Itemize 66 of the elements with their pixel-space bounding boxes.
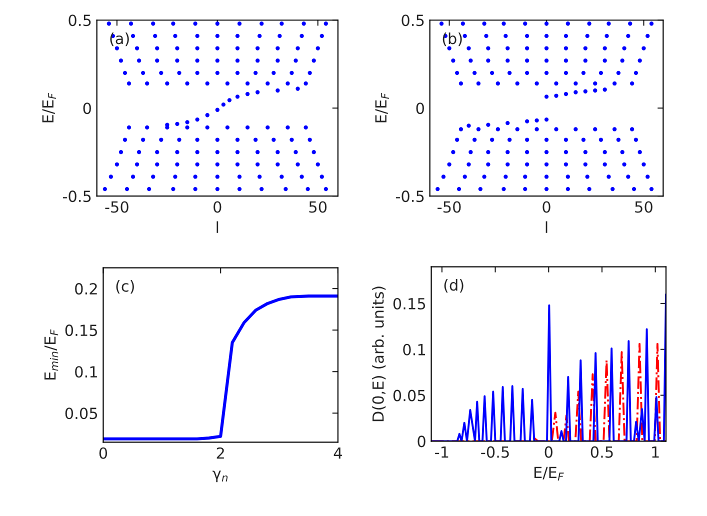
y-axis-title: E/E$_{F}$ bbox=[375, 92, 389, 122]
point bbox=[486, 122, 490, 127]
annotation: (c) bbox=[116, 280, 134, 294]
x-tick-label: 0 bbox=[214, 201, 222, 213]
line-series bbox=[103, 294, 338, 440]
y-tick-label: 0.15 bbox=[65, 324, 98, 336]
y-tick-label: 0.05 bbox=[393, 390, 426, 402]
point bbox=[602, 88, 607, 92]
point bbox=[245, 92, 250, 96]
point bbox=[195, 117, 200, 122]
y-tick-label: 0.5 bbox=[68, 14, 91, 26]
y-axis-title: E/E$_{F}$ bbox=[42, 92, 56, 122]
x-tick-label: -0.5 bbox=[481, 446, 509, 458]
annotation: (a) bbox=[110, 32, 129, 46]
point bbox=[466, 124, 471, 128]
x-tick-label: 1 bbox=[652, 446, 659, 458]
y-tick-label: -0.5 bbox=[62, 190, 91, 202]
point bbox=[205, 113, 210, 118]
point bbox=[256, 90, 260, 94]
x-tick-label: 2 bbox=[216, 447, 224, 459]
y-axis-title: E$_{min}$/E$_{F}$ bbox=[44, 329, 58, 380]
y-tick-label: 0.15 bbox=[393, 298, 426, 310]
x-tick-label: -1 bbox=[435, 446, 448, 458]
x-tick-label: -50 bbox=[438, 201, 461, 213]
point bbox=[175, 122, 180, 126]
point bbox=[227, 98, 232, 102]
point bbox=[165, 122, 170, 127]
y-tick-label: 0.5 bbox=[402, 14, 424, 26]
x-tick-label: 0.5 bbox=[590, 446, 613, 458]
point bbox=[524, 119, 530, 124]
point bbox=[506, 120, 510, 126]
x-axis-title: l bbox=[216, 221, 218, 233]
y-tick-label: 0 bbox=[418, 436, 426, 448]
y-tick-label: 0 bbox=[83, 102, 91, 114]
point bbox=[564, 92, 568, 96]
point bbox=[235, 94, 240, 99]
annotation: (b) bbox=[442, 32, 462, 46]
x-tick-label: 0 bbox=[99, 447, 108, 459]
point bbox=[544, 94, 549, 99]
x-tick-label: 50 bbox=[635, 201, 652, 213]
y-tick-label: -0.5 bbox=[396, 190, 424, 202]
x-tick-label: -50 bbox=[105, 201, 128, 213]
y-tick-label: 0.1 bbox=[75, 366, 97, 378]
point bbox=[215, 108, 220, 112]
point bbox=[276, 88, 280, 93]
x-axis-title: E/E$_{F}$ bbox=[534, 466, 564, 480]
y-tick-label: 0.05 bbox=[65, 408, 98, 420]
x-axis-title: l bbox=[546, 221, 548, 233]
x-axis-title: γ$_{n}$ bbox=[212, 470, 228, 482]
point bbox=[593, 88, 598, 93]
point bbox=[534, 118, 539, 122]
point bbox=[574, 90, 578, 94]
annotation: (d) bbox=[444, 278, 464, 293]
x-tick-label: 50 bbox=[309, 201, 327, 213]
y-tick-label: 0.1 bbox=[403, 344, 425, 356]
point bbox=[583, 89, 588, 94]
y-tick-label: 0.2 bbox=[75, 283, 97, 295]
x-tick-label: 0 bbox=[542, 201, 550, 213]
x-tick-label: 4 bbox=[334, 448, 342, 459]
point bbox=[544, 117, 549, 122]
point bbox=[554, 94, 558, 98]
point bbox=[185, 120, 190, 124]
y-axis-title: D(0,E) (arb. units) bbox=[372, 286, 386, 422]
y-tick-label: 0 bbox=[416, 102, 424, 114]
x-tick-label: 0 bbox=[544, 446, 552, 458]
point bbox=[221, 102, 226, 107]
